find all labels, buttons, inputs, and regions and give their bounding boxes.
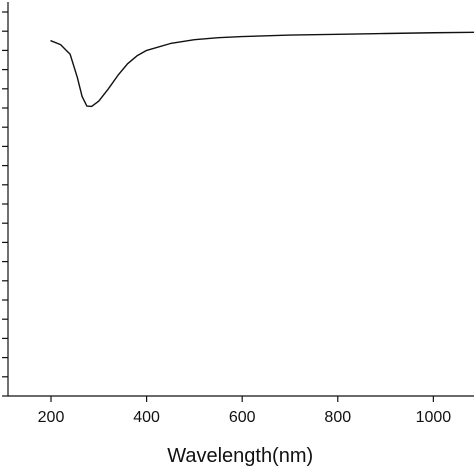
x-tick-label: 400 [133,409,160,426]
x-tick-label: 800 [324,409,351,426]
x-tick-label: 200 [38,409,65,426]
x-tick-label: 1000 [416,409,452,426]
x-axis-tick-labels: 200 400 600 800 1000 [38,409,452,426]
series-layer [50,31,474,108]
x-axis-label: Wavelength(nm) [167,445,313,467]
x-tick-label: 600 [229,409,256,426]
y-axis-ticks [2,11,8,397]
series-line [50,31,474,108]
x-axis-ticks [50,396,434,402]
